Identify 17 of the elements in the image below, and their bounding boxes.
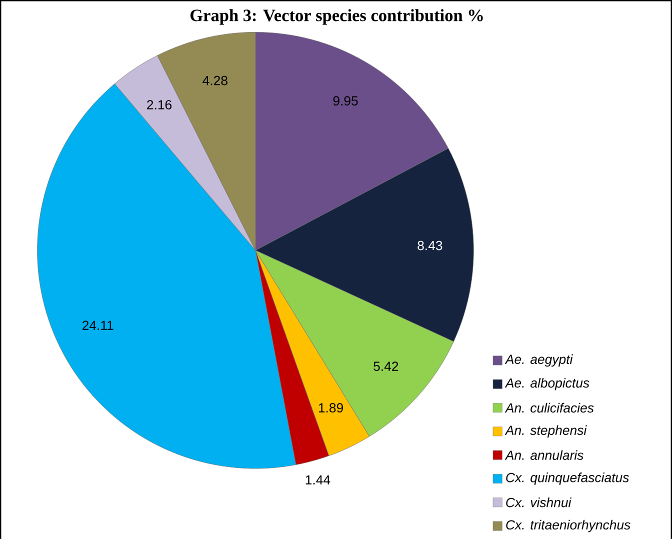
data-label: 24.11 (82, 320, 114, 330)
data-label: 1.44 (306, 475, 330, 484)
data-label: 5.42 (374, 361, 398, 371)
legend-label: Cx. tritaeniorhynchus (506, 520, 630, 532)
data-label: 4.28 (202, 76, 228, 85)
legend-label: Cx. quinquefasciatus (506, 472, 629, 485)
legend-label: Ae. albopictus (504, 378, 590, 390)
legend-label: Cx. vishnui (506, 497, 572, 507)
data-label: 9.95 (333, 96, 358, 106)
data-label: 2.16 (147, 100, 172, 110)
data-label: 1.89 (318, 402, 343, 412)
legend-label: Ae. aegypti (504, 354, 574, 366)
legend-label: An. culicifacies (504, 402, 594, 412)
legend-label: An. annularis (504, 450, 584, 460)
legend-label: An. stephensi (504, 425, 587, 438)
chart-title: Graph 3: Vector species contribution % (190, 8, 483, 25)
data-label: 8.43 (418, 240, 442, 250)
